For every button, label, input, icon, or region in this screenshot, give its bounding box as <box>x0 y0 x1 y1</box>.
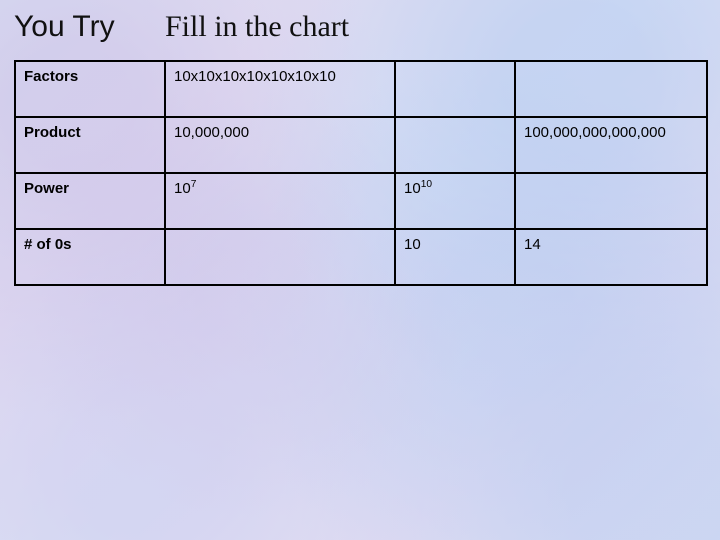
row-label: # of 0s <box>15 229 165 285</box>
slide-header: You Try Fill in the chart <box>0 0 720 60</box>
table-row: Power 107 1010 <box>15 173 707 229</box>
cell-power: 107 <box>165 173 395 229</box>
power-base: 10 <box>174 180 191 197</box>
row-label: Product <box>15 117 165 173</box>
powers-of-ten-table: Factors 10x10x10x10x10x10x10 Product 10,… <box>14 60 708 286</box>
table-row: Product 10,000,000 100,000,000,000,000 <box>15 117 707 173</box>
row-label: Power <box>15 173 165 229</box>
power-exp: 10 <box>421 179 432 190</box>
table-row: Factors 10x10x10x10x10x10x10 <box>15 61 707 117</box>
cell <box>165 229 395 285</box>
power-base: 10 <box>404 180 421 197</box>
power-exp: 7 <box>191 179 197 190</box>
cell-power: 1010 <box>395 173 515 229</box>
cell: 10,000,000 <box>165 117 395 173</box>
cell: 100,000,000,000,000 <box>515 117 707 173</box>
cell: 10x10x10x10x10x10x10 <box>165 61 395 117</box>
row-label: Factors <box>15 61 165 117</box>
cell: 10 <box>395 229 515 285</box>
cell: 14 <box>515 229 707 285</box>
slide: You Try Fill in the chart Factors 10x10x… <box>0 0 720 540</box>
cell <box>395 61 515 117</box>
fill-in-title: Fill in the chart <box>165 10 349 44</box>
table-row: # of 0s 10 14 <box>15 229 707 285</box>
you-try-title: You Try <box>0 10 165 44</box>
cell <box>395 117 515 173</box>
cell <box>515 173 707 229</box>
cell <box>515 61 707 117</box>
